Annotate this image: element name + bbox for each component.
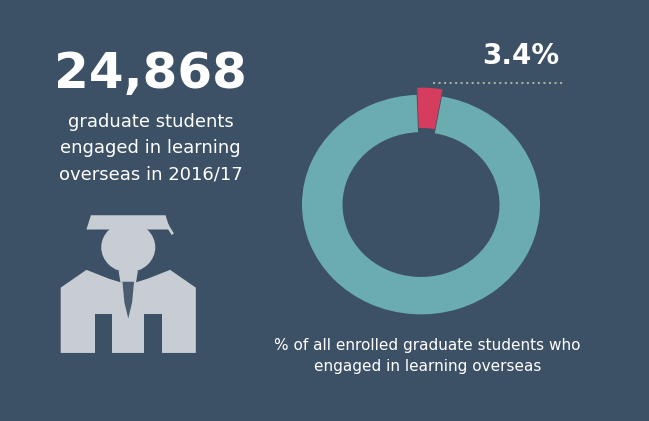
Bar xyxy=(97,222,159,229)
Wedge shape xyxy=(417,88,443,129)
Polygon shape xyxy=(61,270,196,353)
Polygon shape xyxy=(95,314,112,353)
Text: 3.4%: 3.4% xyxy=(482,42,559,70)
Polygon shape xyxy=(123,282,134,319)
Wedge shape xyxy=(302,95,540,314)
Text: % of all enrolled graduate students who
engaged in learning overseas: % of all enrolled graduate students who … xyxy=(274,338,581,374)
Circle shape xyxy=(101,222,155,272)
Text: graduate students
engaged in learning
overseas in 2016/17: graduate students engaged in learning ov… xyxy=(59,113,243,184)
Polygon shape xyxy=(119,271,138,283)
Text: 24,868: 24,868 xyxy=(55,50,247,98)
Polygon shape xyxy=(144,314,162,353)
Polygon shape xyxy=(86,215,170,229)
